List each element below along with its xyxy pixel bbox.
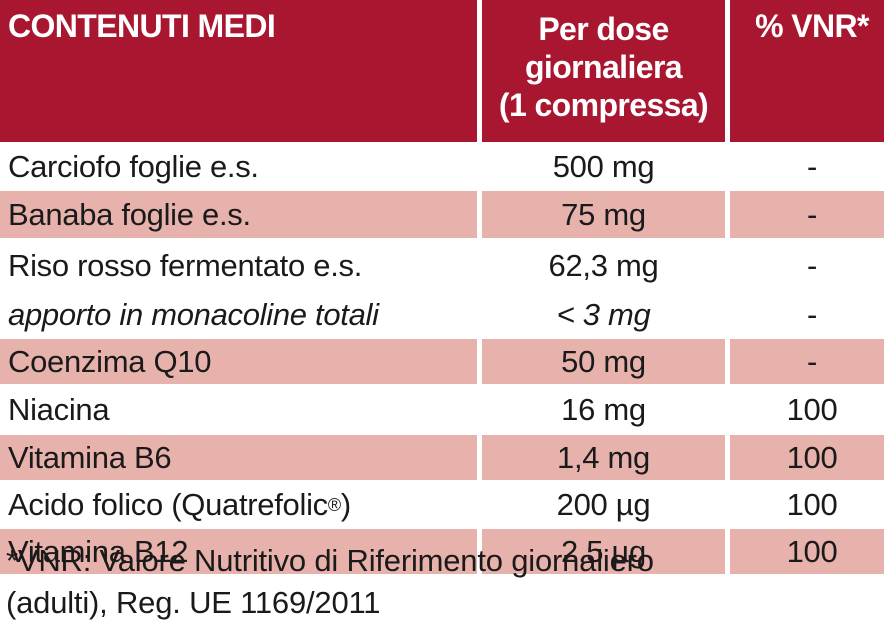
row-dose-banaba: 75 mg [482,191,725,238]
row-name-acido-folico: Acido folico (Quatrefolic ®) [8,487,351,522]
header-per-dose: Per dose giornaliera (1 compressa) [482,0,725,142]
row-vnr-monacoline: - [806,297,818,332]
row-dose-vitamina-b12: 2,5 µg [482,529,725,574]
header-contenuti-medi: CONTENUTI MEDI [0,0,477,142]
row-name-coenzima: Coenzima Q10 [0,339,477,384]
header-per-dose-line3: (1 compressa) [498,87,709,123]
row-name-vitamina-b6: Vitamina B6 [0,435,477,480]
row-dose-acido-folico: 200 µg [556,487,651,522]
row-vnr-riso-rosso: - [806,248,818,283]
header-per-dose-line2: giornaliera [524,49,683,85]
acido-folico-suffix: ) [340,487,351,522]
header-vnr: % VNR* [730,0,884,142]
footnote-line2: (adulti), Reg. UE 1169/2011 [6,585,381,620]
row-vnr-vitamina-b6: 100 [730,435,884,480]
row-name-banaba: Banaba foglie e.s. [0,191,477,238]
row-name-carciofo: Carciofo foglie e.s. [8,149,259,184]
row-vnr-banaba: - [730,191,884,238]
row-dose-vitamina-b6: 1,4 mg [482,435,725,480]
row-vnr-coenzima: - [730,339,884,384]
row-vnr-carciofo: - [806,149,818,184]
nutrition-table: CONTENUTI MEDI Per dose giornaliera (1 c… [0,0,884,574]
row-dose-niacina: 16 mg [561,392,646,427]
row-dose-riso-rosso: 62,3 mg [548,248,659,283]
row-vnr-vitamina-b12: 100 [730,529,884,574]
footnote-line1: *VNR: Valore Nutritivo di Riferimento gi… [6,543,654,578]
row-vnr-niacina: 100 [786,392,838,427]
acido-folico-label: Acido folico (Quatrefolic [8,487,328,522]
row-dose-carciofo: 500 mg [552,149,655,184]
row-name-monacoline: apporto in monacoline totali [8,297,379,332]
row-dose-coenzima: 50 mg [482,339,725,384]
row-dose-monacoline: < 3 mg [556,297,651,332]
footnote: *VNR: Valore Nutritivo di Riferimento gi… [6,540,876,624]
row-name-niacina: Niacina [8,392,110,427]
header-per-dose-line1: Per dose [538,11,669,47]
row-vnr-acido-folico: 100 [786,487,838,522]
row-name-riso-rosso: Riso rosso fermentato e.s. [8,248,363,283]
row-name-vitamina-b12: Vitamina B12 [0,529,477,574]
